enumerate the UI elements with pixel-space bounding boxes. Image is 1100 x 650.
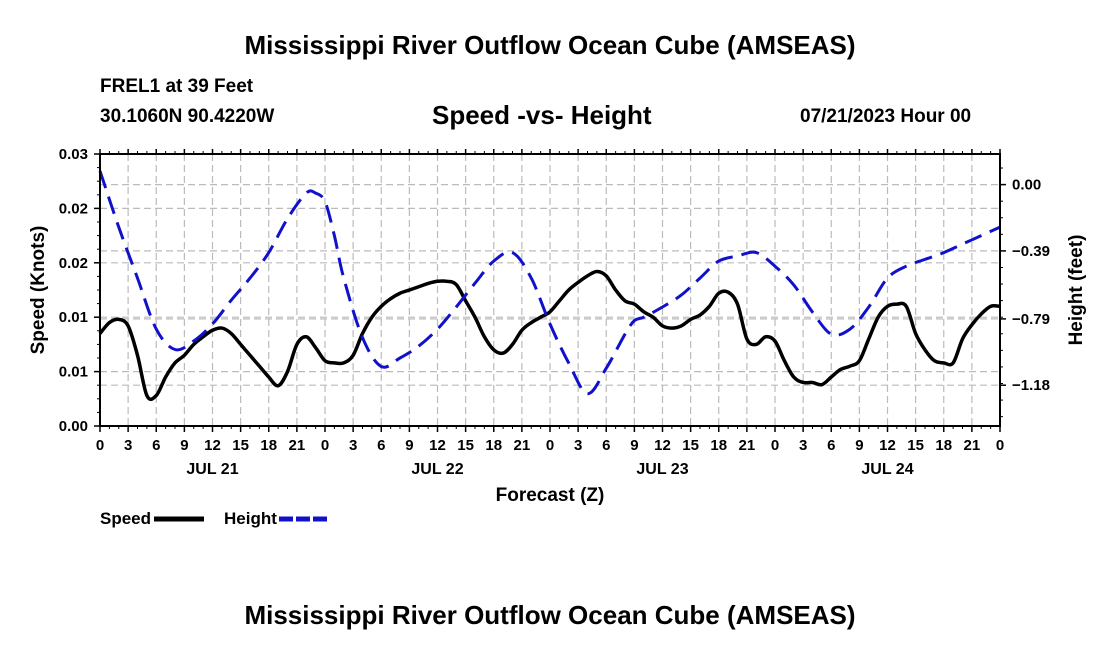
x-tick-label: 15	[907, 437, 924, 454]
x-tick-label: 18	[485, 437, 502, 454]
y-left-tick-label: 0.00	[59, 418, 88, 435]
x-tick-label: 21	[289, 437, 306, 454]
x-tick-label: 9	[180, 437, 188, 454]
x-tick-label: 18	[710, 437, 727, 454]
speed-series-line	[98, 269, 1001, 402]
x-tick-label: 0	[546, 437, 554, 454]
x-tick-label: 15	[682, 437, 699, 454]
x-tick-label: 0	[96, 437, 104, 454]
day-label: JUL 21	[186, 461, 238, 478]
x-tick-label: 21	[739, 437, 756, 454]
legend-speed-swatch	[154, 516, 205, 522]
y-left-tick-label: 0.01	[59, 364, 88, 381]
chart-title-top: Mississippi River Outflow Ocean Cube (AM…	[244, 30, 856, 60]
legend-speed-label: Speed	[100, 509, 152, 528]
x-tick-label: 3	[574, 437, 582, 454]
x-tick-label: 12	[204, 437, 221, 454]
x-axis-title: Forecast (Z)	[496, 485, 605, 506]
x-tick-label: 9	[405, 437, 413, 454]
x-tick-label: 12	[429, 437, 446, 454]
x-tick-label: 3	[124, 437, 132, 454]
right-axis-title: Height (feet)	[1066, 235, 1087, 346]
legend: Speed Height	[100, 509, 332, 529]
x-tick-label: 21	[964, 437, 981, 454]
x-tick-label: 0	[321, 437, 329, 454]
x-tick-label: 18	[260, 437, 277, 454]
x-tick-label: 15	[457, 437, 474, 454]
y-left-tick-label: 0.02	[59, 255, 88, 272]
x-tick-label: 12	[879, 437, 896, 454]
x-tick-label: 9	[855, 437, 863, 454]
x-tick-label: 12	[654, 437, 671, 454]
x-tick-label: 15	[232, 437, 249, 454]
day-label: JUL 22	[411, 461, 463, 478]
x-tick-label: 21	[514, 437, 531, 454]
y-left-tick-label: 0.03	[59, 146, 88, 163]
speed-height-chart: 0 3 6 9 12 15 18 21 0 3 6 9 12 15 18 21 0 3 6 9 12 15 18 21 0 3 6 9…	[28, 146, 1087, 506]
x-tick-label: 18	[935, 437, 952, 454]
y-left-tick-label: 0.01	[59, 309, 88, 326]
x-tick-label: 6	[152, 437, 160, 454]
station-label: FREL1 at 39 Feet	[100, 76, 254, 97]
legend-height-swatch	[278, 516, 329, 522]
x-tick-label: 0	[996, 437, 1004, 454]
grid-lines	[100, 154, 1000, 426]
chart-subtitle: Speed -vs- Height	[432, 100, 652, 130]
run-time-label: 07/21/2023 Hour 00	[800, 106, 972, 127]
y-right-tick-label: −0.79	[1012, 311, 1050, 328]
y-right-tick-label: −1.18	[1012, 377, 1050, 394]
height-series-line	[98, 170, 1001, 396]
x-tick-label: 6	[827, 437, 835, 454]
y-left-tick-label: 0.02	[59, 200, 88, 217]
coordinates-label: 30.1060N 90.4220W	[100, 106, 275, 127]
x-tick-label: 3	[799, 437, 807, 454]
day-label: JUL 24	[861, 461, 913, 478]
x-tick-label: 0	[771, 437, 779, 454]
axes: 0 3 6 9 12 15 18 21 0 3 6 9 12 15 18 21 0 3 6 9 12 15 18 21 0 3 6 9…	[59, 146, 1050, 478]
x-tick-label: 6	[602, 437, 610, 454]
y-right-tick-label: −0.39	[1012, 243, 1050, 260]
x-tick-label: 6	[377, 437, 385, 454]
legend-height-label: Height	[224, 509, 277, 528]
x-tick-label: 3	[349, 437, 357, 454]
day-label: JUL 23	[636, 461, 688, 478]
y-right-tick-label: 0.00	[1012, 177, 1041, 194]
chart-title-bottom: Mississippi River Outflow Ocean Cube (AM…	[244, 600, 856, 630]
series-layer	[98, 170, 1001, 402]
x-tick-label: 9	[630, 437, 638, 454]
left-axis-title: Speed (Knots)	[28, 226, 49, 355]
